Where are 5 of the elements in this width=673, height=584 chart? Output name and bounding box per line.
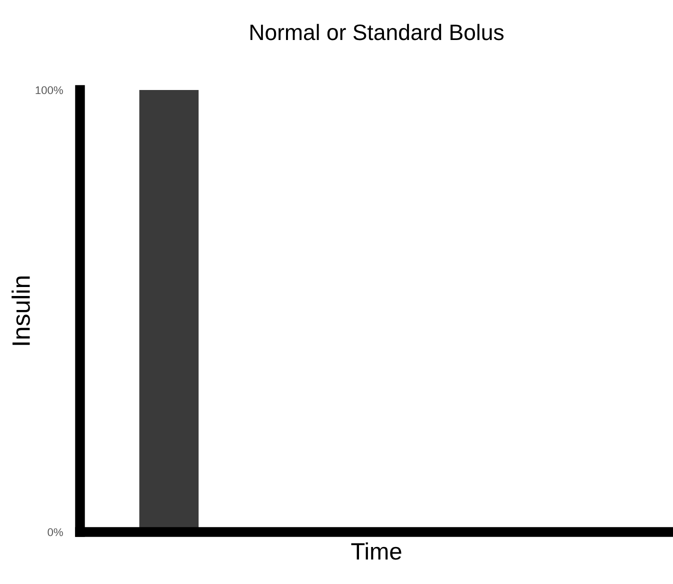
y-axis-title: Insulin [12,276,30,345]
chart-title: Normal or Standard Bolus [250,24,504,40]
y-tick-label: 100% [36,86,63,94]
y-tick-label: 0% [48,528,63,536]
x-axis-title: Time [351,542,402,560]
